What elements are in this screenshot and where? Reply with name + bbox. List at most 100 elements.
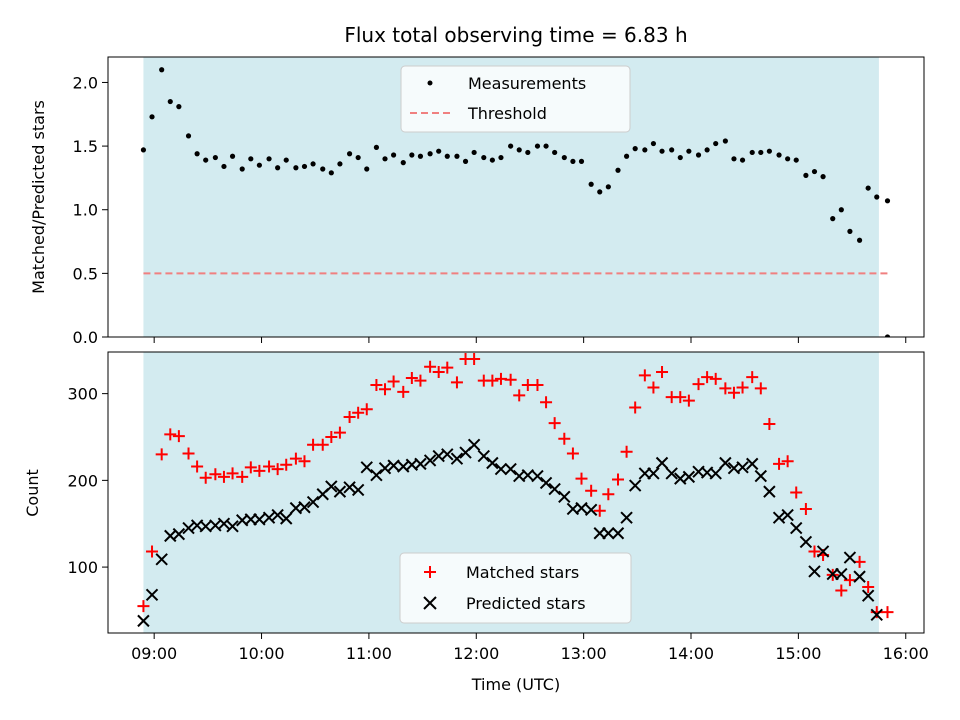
matched-star-point [432, 365, 445, 378]
measurement-point [561, 154, 567, 161]
matched-star-point [602, 488, 615, 501]
matched-star-point [405, 372, 418, 385]
measurement-point [462, 158, 469, 164]
matched-star-point [674, 391, 687, 404]
y-tick-label: 1.5 [73, 137, 98, 156]
matched-star-point [298, 455, 311, 468]
count-panel-frame [107, 351, 925, 634]
measurement-point [293, 165, 299, 171]
predicted-star-point [655, 456, 669, 470]
predicted-star-point [772, 511, 786, 524]
matched-star-point [280, 458, 293, 471]
predicted-star-point [298, 501, 311, 514]
x-tick-label: 13:00 [561, 644, 607, 663]
matched-star-point [585, 484, 598, 497]
matched-star-point [692, 378, 705, 391]
legend-measurements-marker [427, 80, 433, 86]
predicted-star-point [665, 467, 678, 480]
measurement-point [364, 166, 370, 172]
measurement-point [239, 166, 245, 172]
y-tick-label: 0.5 [73, 264, 98, 283]
matched-star-point [566, 447, 579, 460]
predicted-star-point [521, 468, 535, 482]
matched-star-point [629, 401, 642, 414]
measurement-point [454, 153, 460, 159]
legend-predicted-marker [423, 596, 437, 610]
matched-star-point [244, 461, 257, 474]
predicted-star-point [531, 469, 544, 483]
measurement-point [382, 156, 388, 162]
measurement-point [749, 149, 755, 156]
y-tick-label: 0.0 [73, 328, 98, 347]
matched-star-point [352, 406, 365, 419]
legend-threshold-label: Threshold [467, 104, 547, 123]
measurement-point [650, 140, 657, 147]
matched-star-point [799, 502, 812, 515]
matched-star-point [754, 382, 767, 395]
x-tick-label: 14:00 [668, 644, 714, 663]
measurement-point [355, 154, 361, 161]
measurement-point [713, 140, 719, 147]
measurement-point [275, 165, 281, 171]
predicted-star-point [137, 614, 150, 628]
predicted-star-point [387, 459, 400, 472]
measurement-point [427, 151, 433, 157]
count-y-axis-label: Count [23, 469, 42, 517]
measurement-point [632, 146, 638, 152]
matched-star-point [450, 376, 463, 389]
predicted-star-point [575, 501, 588, 515]
y-tick-label: 200 [67, 471, 98, 490]
measurement-point [140, 147, 147, 153]
matched-star-point [236, 470, 249, 483]
predicted-star-point [467, 438, 481, 452]
predicted-star-point [682, 470, 696, 484]
measurement-point [642, 147, 648, 153]
matched-star-point [271, 463, 284, 476]
predicted-star-point [253, 513, 266, 526]
measurement-point [481, 154, 487, 161]
predicted-star-point [217, 517, 231, 530]
count-panel: 100 200 300 09:00 10:00 11:00 12:00 13:00 14:00… [23, 351, 929, 694]
predicted-star-point [280, 512, 293, 525]
measurement-point [444, 153, 450, 159]
matched-star-point [647, 381, 660, 394]
measurement-point [185, 133, 192, 139]
predicted-star-point [620, 511, 633, 524]
measurement-point [310, 161, 316, 167]
legend-matched-marker [424, 566, 436, 578]
matched-star-point [620, 445, 633, 458]
y-tick-label: 300 [67, 385, 98, 404]
measurement-point [229, 153, 236, 159]
measurement-point [525, 149, 531, 156]
predicted-star-point [808, 565, 821, 578]
predicted-star-point [602, 527, 615, 540]
predicted-star-point [790, 521, 803, 535]
measurement-point [373, 144, 380, 150]
matched-star-point [209, 468, 222, 481]
measurement-point [838, 207, 844, 213]
matched-star-point [513, 389, 526, 402]
x-tick-label: 12:00 [453, 644, 499, 663]
matched-star-point [763, 417, 776, 430]
matched-star-point [397, 385, 410, 398]
measurement-point [803, 172, 809, 178]
matched-star-point [862, 581, 875, 594]
measurement-point [758, 149, 764, 156]
ratio-panel-frame [107, 56, 925, 338]
measurement-point [489, 157, 495, 163]
measurement-point [436, 148, 442, 154]
predicted-star-point [763, 485, 776, 498]
measurement-point [597, 189, 603, 195]
legend-predicted-label: Predicted stars [466, 594, 586, 613]
measurement-point [409, 152, 415, 158]
measurement-point [516, 147, 522, 153]
matched-star-point [746, 371, 759, 384]
predicted-star-point [325, 480, 338, 493]
predicted-star-point [226, 520, 239, 533]
predicted-star-point [539, 476, 553, 490]
measurement-point [820, 174, 826, 180]
measurement-point [194, 151, 200, 157]
predicted-star-point [450, 452, 464, 465]
legend-measurements-label: Measurements [468, 74, 586, 93]
predicted-star-point [360, 461, 373, 474]
